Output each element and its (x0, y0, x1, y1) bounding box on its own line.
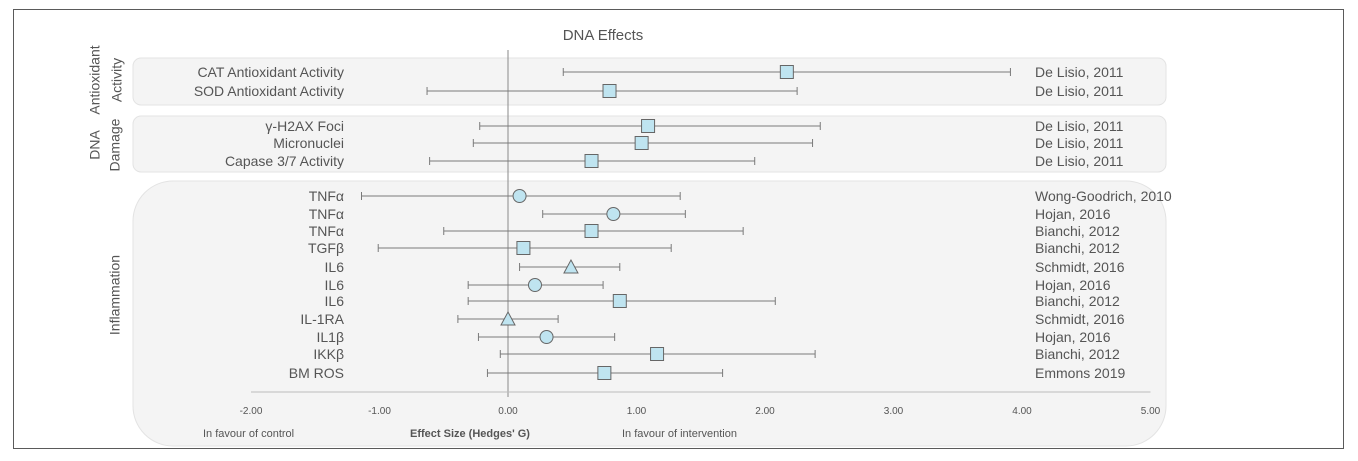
study-label: De Lisio, 2011 (1035, 64, 1124, 80)
row-label: Micronuclei (273, 135, 344, 151)
right-annotation: In favour of intervention (622, 428, 737, 440)
row-label: CAT Antioxidant Activity (197, 64, 344, 80)
study-label: De Lisio, 2011 (1035, 118, 1124, 134)
x-axis-label: Effect Size (Hedges' G) (410, 428, 530, 440)
study-label: Hojan, 2016 (1035, 329, 1111, 345)
group-panel (132, 180, 1167, 447)
effect-marker-circle (527, 278, 542, 292)
x-tick-label: -1.00 (368, 406, 391, 417)
group-label: DNA (87, 130, 103, 160)
group-label: Inflammation (107, 255, 123, 335)
effect-marker-circle (539, 330, 554, 344)
row-label: BM ROS (289, 365, 344, 381)
effect-marker-square (602, 84, 617, 98)
effect-marker-triangle (500, 310, 516, 326)
row-label: TNFα (309, 223, 344, 239)
x-tick-label: 3.00 (884, 406, 904, 417)
study-label: De Lisio, 2011 (1035, 83, 1124, 99)
row-label: IL6 (325, 259, 345, 275)
effect-marker-square (634, 136, 649, 150)
row-label: SOD Antioxidant Activity (194, 83, 344, 99)
effect-marker-circle (606, 207, 621, 221)
effect-marker-square (650, 347, 665, 361)
row-label: γ-H2AX Foci (265, 118, 344, 134)
study-label: Emmons 2019 (1035, 365, 1125, 381)
effect-marker-square (584, 224, 599, 238)
study-label: Bianchi, 2012 (1035, 240, 1120, 256)
row-label: IL6 (325, 293, 345, 309)
study-label: Wong-Goodrich, 2010 (1035, 188, 1172, 204)
effect-marker-square (597, 366, 612, 380)
group-label: Antioxidant (87, 45, 103, 114)
x-tick-label: 0.00 (498, 406, 518, 417)
row-label: TNFα (309, 188, 344, 204)
study-label: Bianchi, 2012 (1035, 346, 1120, 362)
x-tick-label: 1.00 (627, 406, 647, 417)
effect-marker-circle (512, 189, 527, 203)
effect-marker-triangle (563, 258, 579, 274)
x-tick-label: 2.00 (755, 406, 775, 417)
effect-marker-square (641, 119, 656, 133)
group-panel (132, 57, 1167, 106)
group-label: Activity (109, 58, 125, 102)
row-label: IL-1RA (300, 311, 344, 327)
study-label: Bianchi, 2012 (1035, 293, 1120, 309)
study-label: Hojan, 2016 (1035, 206, 1111, 222)
row-label: TNFα (309, 206, 344, 222)
effect-marker-square (584, 154, 599, 168)
effect-marker-square (612, 294, 627, 308)
left-annotation: In favour of control (203, 428, 294, 440)
row-label: TGFβ (308, 240, 344, 256)
study-label: Bianchi, 2012 (1035, 223, 1120, 239)
study-label: Schmidt, 2016 (1035, 259, 1125, 275)
chart-frame: DNA Effects -2.00 -1.00 0.00 1.00 2.00 3.00 4.0… (13, 9, 1344, 449)
study-label: De Lisio, 2011 (1035, 135, 1124, 151)
row-label: IL6 (325, 277, 345, 293)
study-label: Hojan, 2016 (1035, 277, 1111, 293)
forest-plot: DNA Effects -2.00 -1.00 0.00 1.00 2.00 3.00 4.0… (87, 27, 1172, 447)
effect-marker-square (779, 65, 794, 79)
study-label: Schmidt, 2016 (1035, 311, 1125, 327)
x-tick-label: -2.00 (240, 406, 263, 417)
chart-title: DNA Effects (563, 27, 644, 44)
group-label: Damage (107, 118, 123, 171)
effect-marker-square (516, 241, 531, 255)
x-tick-label: 4.00 (1012, 406, 1032, 417)
row-label: IKKβ (313, 346, 344, 362)
study-label: De Lisio, 2011 (1035, 153, 1124, 169)
group-panel (132, 115, 1167, 173)
x-tick-label: 5.00 (1141, 406, 1161, 417)
row-label: IL1β (316, 329, 344, 345)
row-label: Capase 3/7 Activity (225, 153, 344, 169)
